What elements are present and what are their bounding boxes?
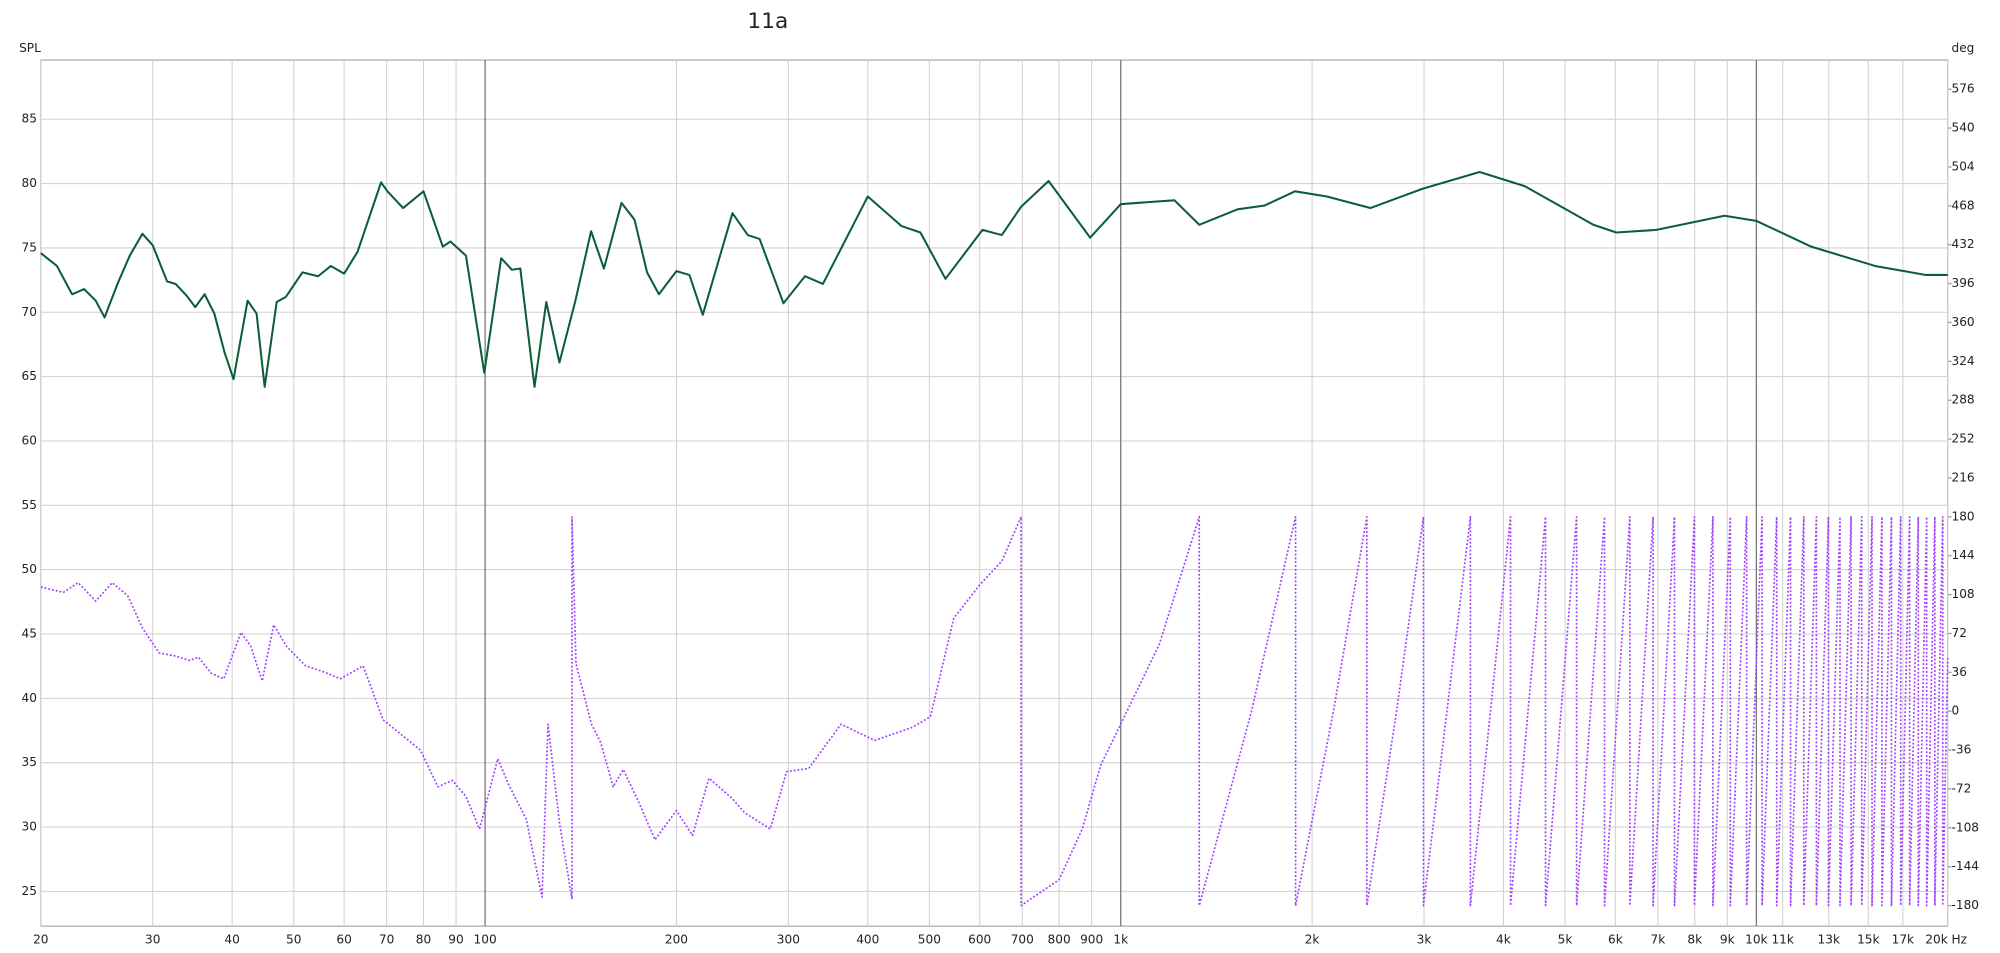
x-tick-label: 30 — [145, 933, 160, 947]
x-tick-label: 4k — [1496, 933, 1511, 947]
y2-tick-label: 468 — [1952, 198, 1975, 212]
x-tick-label: 2k — [1305, 933, 1320, 947]
x-tick-label: 800 — [1048, 933, 1071, 947]
x-tick-label: 20k — [1925, 933, 1947, 947]
series-line — [40, 516, 1949, 907]
x-tick-label: 600 — [968, 933, 991, 947]
x-tick-label: 300 — [777, 933, 800, 947]
x-tick-label: 20 — [33, 933, 48, 947]
x-tick-label: 17k — [1892, 933, 1914, 947]
y2-tick-label: 108 — [1952, 587, 1975, 601]
y-tick-label: 45 — [22, 626, 37, 640]
y-tick-label: 75 — [22, 240, 37, 254]
y-tick-label: 35 — [22, 755, 37, 769]
x-tick-label: 15k — [1857, 933, 1879, 947]
x-tick-label: 40 — [224, 933, 239, 947]
y2-tick-label: 504 — [1952, 159, 1975, 173]
plot-area — [40, 59, 1949, 927]
y-tick-label: 30 — [22, 820, 37, 834]
x-tick-label: 700 — [1011, 933, 1034, 947]
x-tick-label: 11k — [1771, 933, 1793, 947]
y2-tick-label: -72 — [1952, 781, 1972, 795]
y2-tick-label: 540 — [1952, 121, 1975, 135]
x-tick-label: 500 — [918, 933, 941, 947]
x-tick-label: 13k — [1818, 933, 1840, 947]
x-tick-label: 200 — [665, 933, 688, 947]
y-tick-label: 85 — [22, 112, 37, 126]
y2-tick-label: 180 — [1952, 509, 1975, 523]
x-tick-label: 10k — [1745, 933, 1767, 947]
y2-tick-label: -144 — [1952, 859, 1980, 873]
x-tick-label: 3k — [1417, 933, 1432, 947]
y-tick-label: 70 — [22, 305, 37, 319]
x-tick-label: 900 — [1080, 933, 1103, 947]
y2-tick-label: 360 — [1952, 315, 1975, 329]
y2-tick-label: 432 — [1952, 237, 1975, 251]
y2-tick-label: -180 — [1952, 898, 1979, 912]
x-tick-label: 5k — [1558, 933, 1573, 947]
x-tick-label: 90 — [448, 933, 463, 947]
y-tick-label: 60 — [22, 433, 37, 447]
y2-tick-label: 252 — [1952, 432, 1975, 446]
y-tick-label: 55 — [22, 498, 37, 512]
y2-tick-label: -36 — [1952, 743, 1972, 757]
series-line — [40, 170, 1948, 388]
y2-tick-label: 324 — [1952, 354, 1975, 368]
x-tick-label: 60 — [336, 933, 351, 947]
x-axis-label: Hz — [1952, 933, 1967, 947]
y2-tick-label: 72 — [1952, 626, 1967, 640]
x-tick-label: 80 — [416, 933, 431, 947]
x-tick-label: 6k — [1608, 933, 1623, 947]
x-tick-label: 8k — [1687, 933, 1702, 947]
y2-tick-label: 288 — [1952, 393, 1975, 407]
y2-tick-label: 576 — [1952, 82, 1975, 96]
y-tick-label: 65 — [22, 369, 37, 383]
y2-tick-label: 0 — [1952, 704, 1960, 718]
y2-tick-label: 36 — [1952, 665, 1967, 679]
y-tick-label: 50 — [22, 562, 37, 576]
x-tick-label: 50 — [286, 933, 301, 947]
x-tick-label: 400 — [856, 933, 879, 947]
x-tick-label: 70 — [379, 933, 394, 947]
chart-title: 11a — [747, 9, 788, 34]
y2-tick-label: 396 — [1952, 276, 1975, 290]
x-tick-label: 100 — [474, 933, 497, 947]
y2-axis-label: deg — [1952, 41, 1975, 55]
y2-tick-label: -108 — [1952, 820, 1979, 834]
x-tick-label: 1k — [1113, 933, 1128, 947]
y2-tick-label: 144 — [1952, 548, 1975, 562]
y-tick-label: 40 — [22, 691, 37, 705]
y2-tick-label: 216 — [1952, 470, 1975, 484]
y-tick-label: 80 — [22, 176, 37, 190]
y-axis-label: SPL — [19, 41, 41, 55]
y-tick-label: 25 — [22, 884, 37, 898]
x-tick-label: 7k — [1651, 933, 1666, 947]
x-tick-label: 9k — [1720, 933, 1735, 947]
